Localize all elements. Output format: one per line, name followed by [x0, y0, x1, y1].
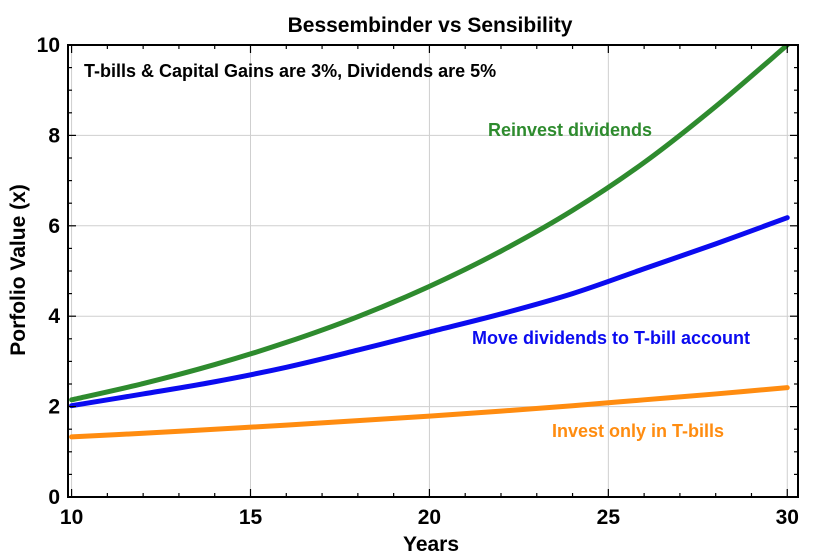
- chart-title: Bessembinder vs Sensibility: [288, 14, 573, 37]
- x-tick-label: 15: [239, 506, 263, 529]
- x-tick-label: 30: [776, 506, 799, 529]
- series-line-0: [69, 45, 790, 403]
- series-label-reinvest: Reinvest dividends: [488, 120, 652, 140]
- x-tick-label: 10: [60, 506, 83, 529]
- x-tick-label: 20: [418, 506, 441, 529]
- series-line-1: [69, 215, 790, 409]
- x-tick-label: 25: [597, 506, 621, 529]
- y-axis-label: Porfolio Value (x): [7, 184, 30, 356]
- series-label-tbills: Invest only in T-bills: [552, 421, 724, 441]
- tick-marks: [68, 44, 798, 498]
- y-tick-label: 8: [48, 124, 60, 147]
- series-label-move-dividends: Move dividends to T-bill account: [472, 328, 750, 348]
- series-line-2: [69, 385, 790, 440]
- y-tick-label: 10: [37, 34, 60, 57]
- y-tick-label: 2: [48, 396, 60, 419]
- series-layer: [69, 45, 790, 440]
- y-tick-label: 4: [48, 305, 60, 328]
- assumption-annotation: T-bills & Capital Gains are 3%, Dividend…: [84, 61, 496, 81]
- x-axis-label: Years: [403, 533, 459, 556]
- y-tick-label: 0: [48, 486, 60, 509]
- y-tick-label: 6: [48, 215, 60, 238]
- tick-labels: 10 15 20 25 30 0 2 4 6 8 10: [37, 34, 799, 529]
